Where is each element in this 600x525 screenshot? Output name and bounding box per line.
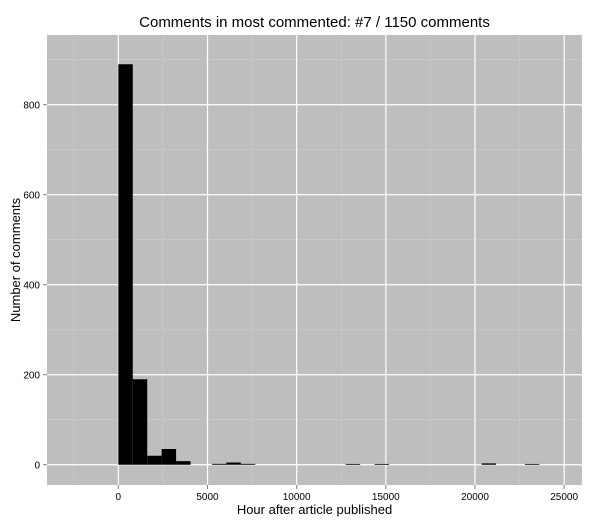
x-axis-title: Hour after article published — [237, 502, 392, 517]
x-tick-label: 15000 — [372, 492, 400, 503]
histogram-bar — [374, 463, 390, 465]
histogram-bar — [481, 463, 497, 465]
histogram-bar — [147, 455, 162, 465]
histogram-bar — [132, 379, 148, 465]
chart-title: Comments in most commented: #7 / 1150 co… — [139, 14, 490, 31]
x-tick-label: 10000 — [283, 492, 311, 503]
y-tick-label: 0 — [34, 460, 40, 471]
y-axis: 0 200 400 600 800 — [23, 100, 47, 471]
y-tick-label: 200 — [23, 370, 40, 381]
x-tick-label: 20000 — [461, 492, 489, 503]
histogram-bar — [176, 461, 191, 465]
histogram-bar — [161, 449, 177, 465]
x-tick-label: 0 — [116, 492, 122, 503]
histogram-bar — [240, 463, 256, 465]
x-tick-label: 25000 — [550, 492, 578, 503]
y-tick-label: 800 — [23, 100, 40, 111]
y-axis-title: Number of comments — [8, 197, 23, 322]
x-axis: 0 5000 10000 15000 20000 25000 — [116, 485, 579, 503]
y-tick-label: 400 — [23, 280, 40, 291]
histogram-bar — [524, 463, 540, 465]
minor-gridlines — [47, 35, 582, 485]
histogram-bar — [211, 463, 227, 465]
histogram-bars — [118, 64, 540, 465]
histogram-bar — [118, 64, 133, 465]
histogram-bar — [226, 462, 241, 465]
x-tick-label: 5000 — [196, 492, 219, 503]
y-tick-label: 600 — [23, 190, 40, 201]
histogram-bar — [345, 463, 361, 465]
